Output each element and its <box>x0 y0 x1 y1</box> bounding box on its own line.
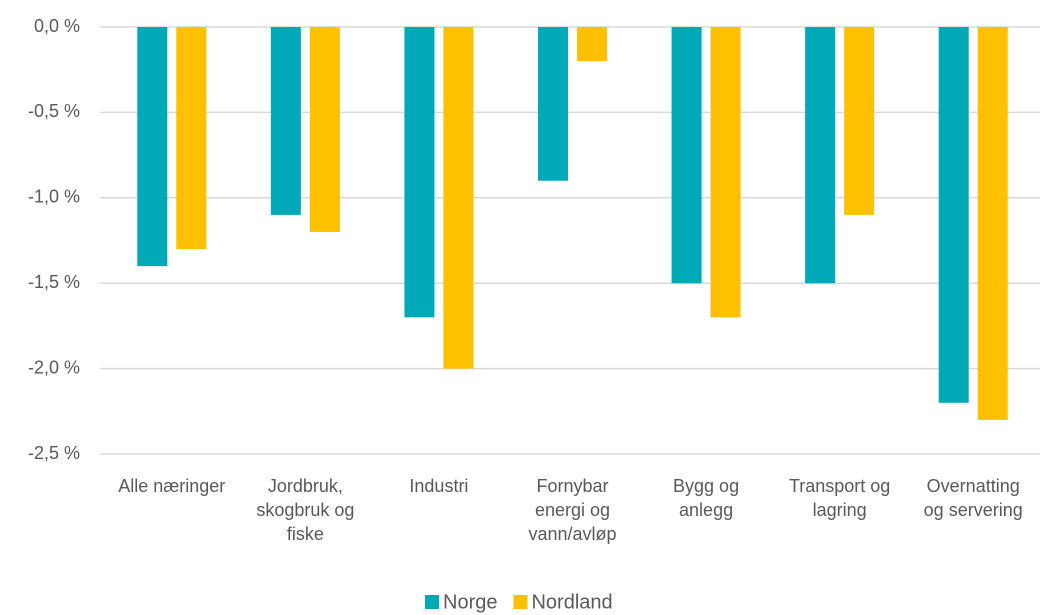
bar <box>577 27 607 62</box>
legend-label: Norge <box>443 591 497 613</box>
legend-swatch <box>513 595 528 609</box>
x-tick-label: energi og <box>535 500 610 520</box>
x-tick-label: Jordbruk, <box>268 476 343 496</box>
y-tick-label: -0,5 % <box>28 101 80 121</box>
y-tick-label: -2,0 % <box>28 357 80 377</box>
x-tick-label: Bygg og <box>673 476 739 496</box>
bar <box>977 27 1008 420</box>
bar <box>671 27 702 284</box>
x-tick-label: Fornybar <box>536 476 608 496</box>
bar <box>270 27 301 215</box>
bar <box>938 27 969 403</box>
x-tick-label: Overnatting <box>927 476 1020 496</box>
y-tick-label: -2,5 % <box>28 443 80 463</box>
y-tick-label: -1,0 % <box>28 187 80 207</box>
x-tick-label: Alle næringer <box>118 476 225 496</box>
x-tick-label: vann/avløp <box>528 524 616 544</box>
x-tick-label: lagring <box>813 500 867 520</box>
x-tick-label: Transport og <box>789 476 890 496</box>
y-tick-label: -1,5 % <box>28 272 80 292</box>
bar <box>176 27 207 250</box>
x-tick-label: Industri <box>409 476 468 496</box>
bar <box>443 27 474 369</box>
x-tick-label: anlegg <box>679 500 733 520</box>
x-tick-label: og servering <box>924 500 1023 520</box>
bar <box>844 27 875 215</box>
bar <box>538 27 568 181</box>
bar <box>137 27 168 267</box>
bar <box>404 27 435 318</box>
bar <box>805 27 836 284</box>
y-tick-label: 0,0 % <box>34 16 80 36</box>
bar <box>710 27 741 318</box>
legend-swatch <box>425 595 439 609</box>
legend-label: Nordland <box>531 591 612 613</box>
x-tick-label: skogbruk og <box>256 500 354 520</box>
x-tick-label: fiske <box>287 524 324 544</box>
bar <box>309 27 340 232</box>
